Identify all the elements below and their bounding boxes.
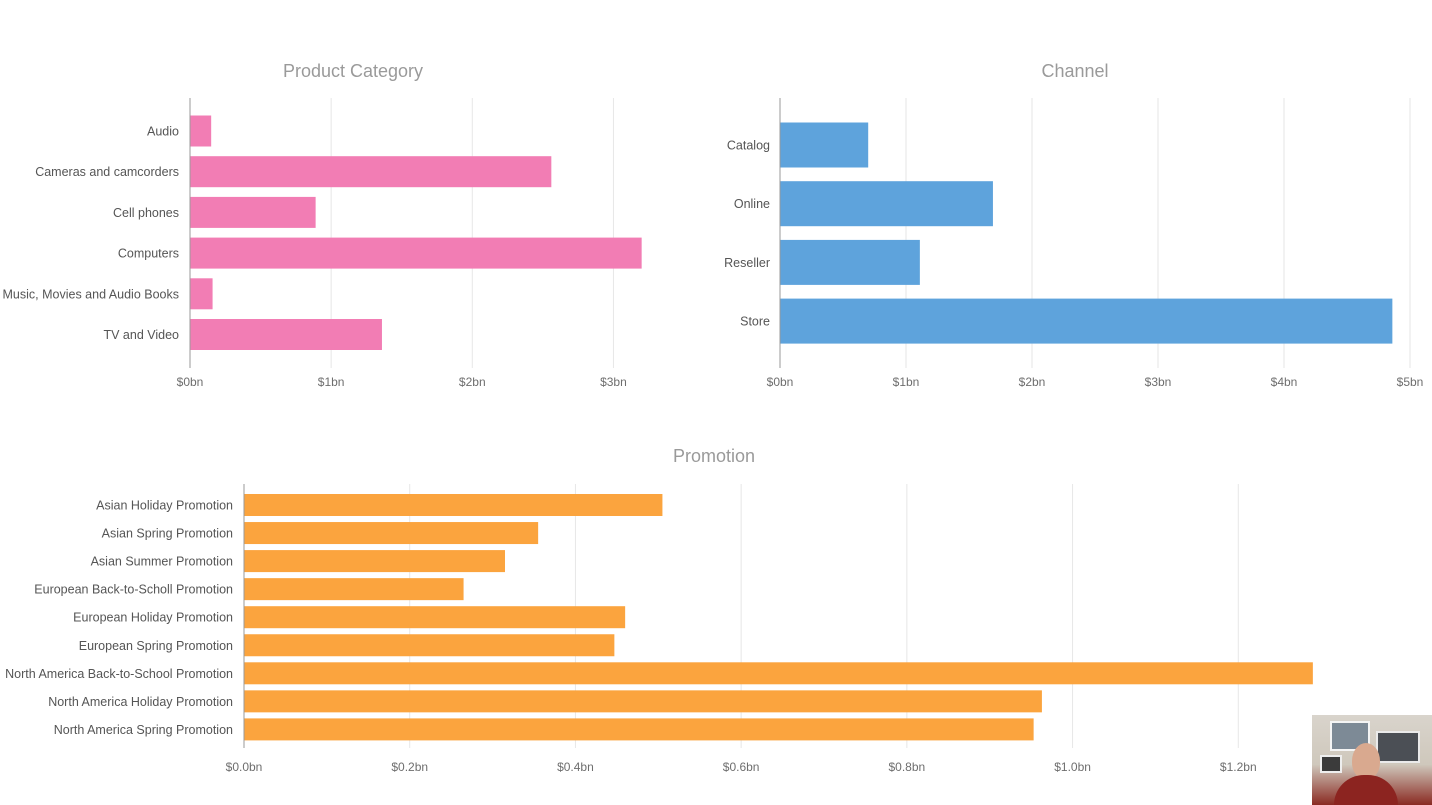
x-tick-label: $2bn [459, 375, 486, 389]
x-tick-label: $0.0bn [226, 760, 263, 774]
category-label: North America Back-to-School Promotion [5, 667, 233, 681]
x-tick-label: $0bn [177, 375, 204, 389]
category-label: TV and Video [103, 328, 179, 342]
promotion-chart: Promotion $0.0bn $0.2bn $0.4bn $0.6bn $0.8bn $… [5, 446, 1313, 774]
x-tick-label: $5bn [1397, 375, 1424, 389]
presenter-body [1334, 775, 1398, 805]
bar [244, 718, 1034, 741]
category-label: Store [740, 315, 770, 329]
x-tick-label: $4bn [1271, 375, 1298, 389]
bar [244, 690, 1042, 713]
channel-chart: Channel $0bn $1bn $2bn $3bn $4bn $5bn Catalog On… [724, 61, 1423, 389]
category-label: North America Holiday Promotion [48, 695, 233, 709]
bar [244, 634, 615, 657]
x-tick-label: $0.6bn [723, 760, 760, 774]
x-tick-label: $0.2bn [391, 760, 428, 774]
bar [244, 550, 505, 573]
x-tick-label: $2bn [1019, 375, 1046, 389]
x-tick-label: $1.0bn [1054, 760, 1091, 774]
x-tick-label: $1bn [318, 375, 345, 389]
bar [244, 606, 626, 629]
category-label: Reseller [724, 256, 770, 270]
bar [780, 239, 920, 285]
chart-title: Promotion [673, 446, 755, 466]
bar [190, 115, 212, 147]
presenter-head [1352, 743, 1380, 779]
presenter-webcam [1312, 715, 1432, 805]
category-label: Asian Holiday Promotion [96, 499, 233, 513]
bar [244, 662, 1313, 685]
category-label: Catalog [727, 139, 770, 153]
bar [190, 196, 316, 228]
category-label: Online [734, 197, 770, 211]
bar [244, 494, 663, 516]
category-label: European Spring Promotion [79, 639, 233, 653]
product-category-chart: Product Category $0bn $1bn $2bn $3bn Audio Cam… [3, 61, 642, 389]
category-label: North America Spring Promotion [54, 723, 233, 737]
category-label: Music, Movies and Audio Books [3, 287, 179, 301]
bar [244, 522, 539, 545]
x-tick-label: $1bn [893, 375, 920, 389]
x-tick-label: $0.4bn [557, 760, 594, 774]
bar [190, 156, 552, 188]
category-label: Cell phones [113, 206, 179, 220]
category-label: Audio [147, 125, 179, 139]
bar [780, 298, 1393, 344]
chart-title: Channel [1041, 61, 1108, 81]
x-tick-label: $3bn [600, 375, 627, 389]
wall-frame [1376, 731, 1420, 763]
wall-frame [1320, 755, 1342, 773]
x-tick-label: $3bn [1145, 375, 1172, 389]
x-tick-label: $0.8bn [889, 760, 926, 774]
bar [190, 319, 382, 350]
bar [244, 578, 464, 601]
bar [190, 278, 213, 310]
bar [190, 237, 642, 269]
bar [780, 181, 993, 227]
x-tick-label: $1.2bn [1220, 760, 1257, 774]
category-label: Cameras and camcorders [35, 165, 179, 179]
category-label: Asian Summer Promotion [91, 555, 233, 569]
bar [780, 122, 869, 168]
chart-title: Product Category [283, 61, 423, 81]
x-tick-label: $0bn [767, 375, 794, 389]
category-label: Asian Spring Promotion [102, 527, 233, 541]
category-label: Computers [118, 247, 179, 261]
category-label: European Back-to-Scholl Promotion [34, 583, 233, 597]
category-label: European Holiday Promotion [73, 611, 233, 625]
